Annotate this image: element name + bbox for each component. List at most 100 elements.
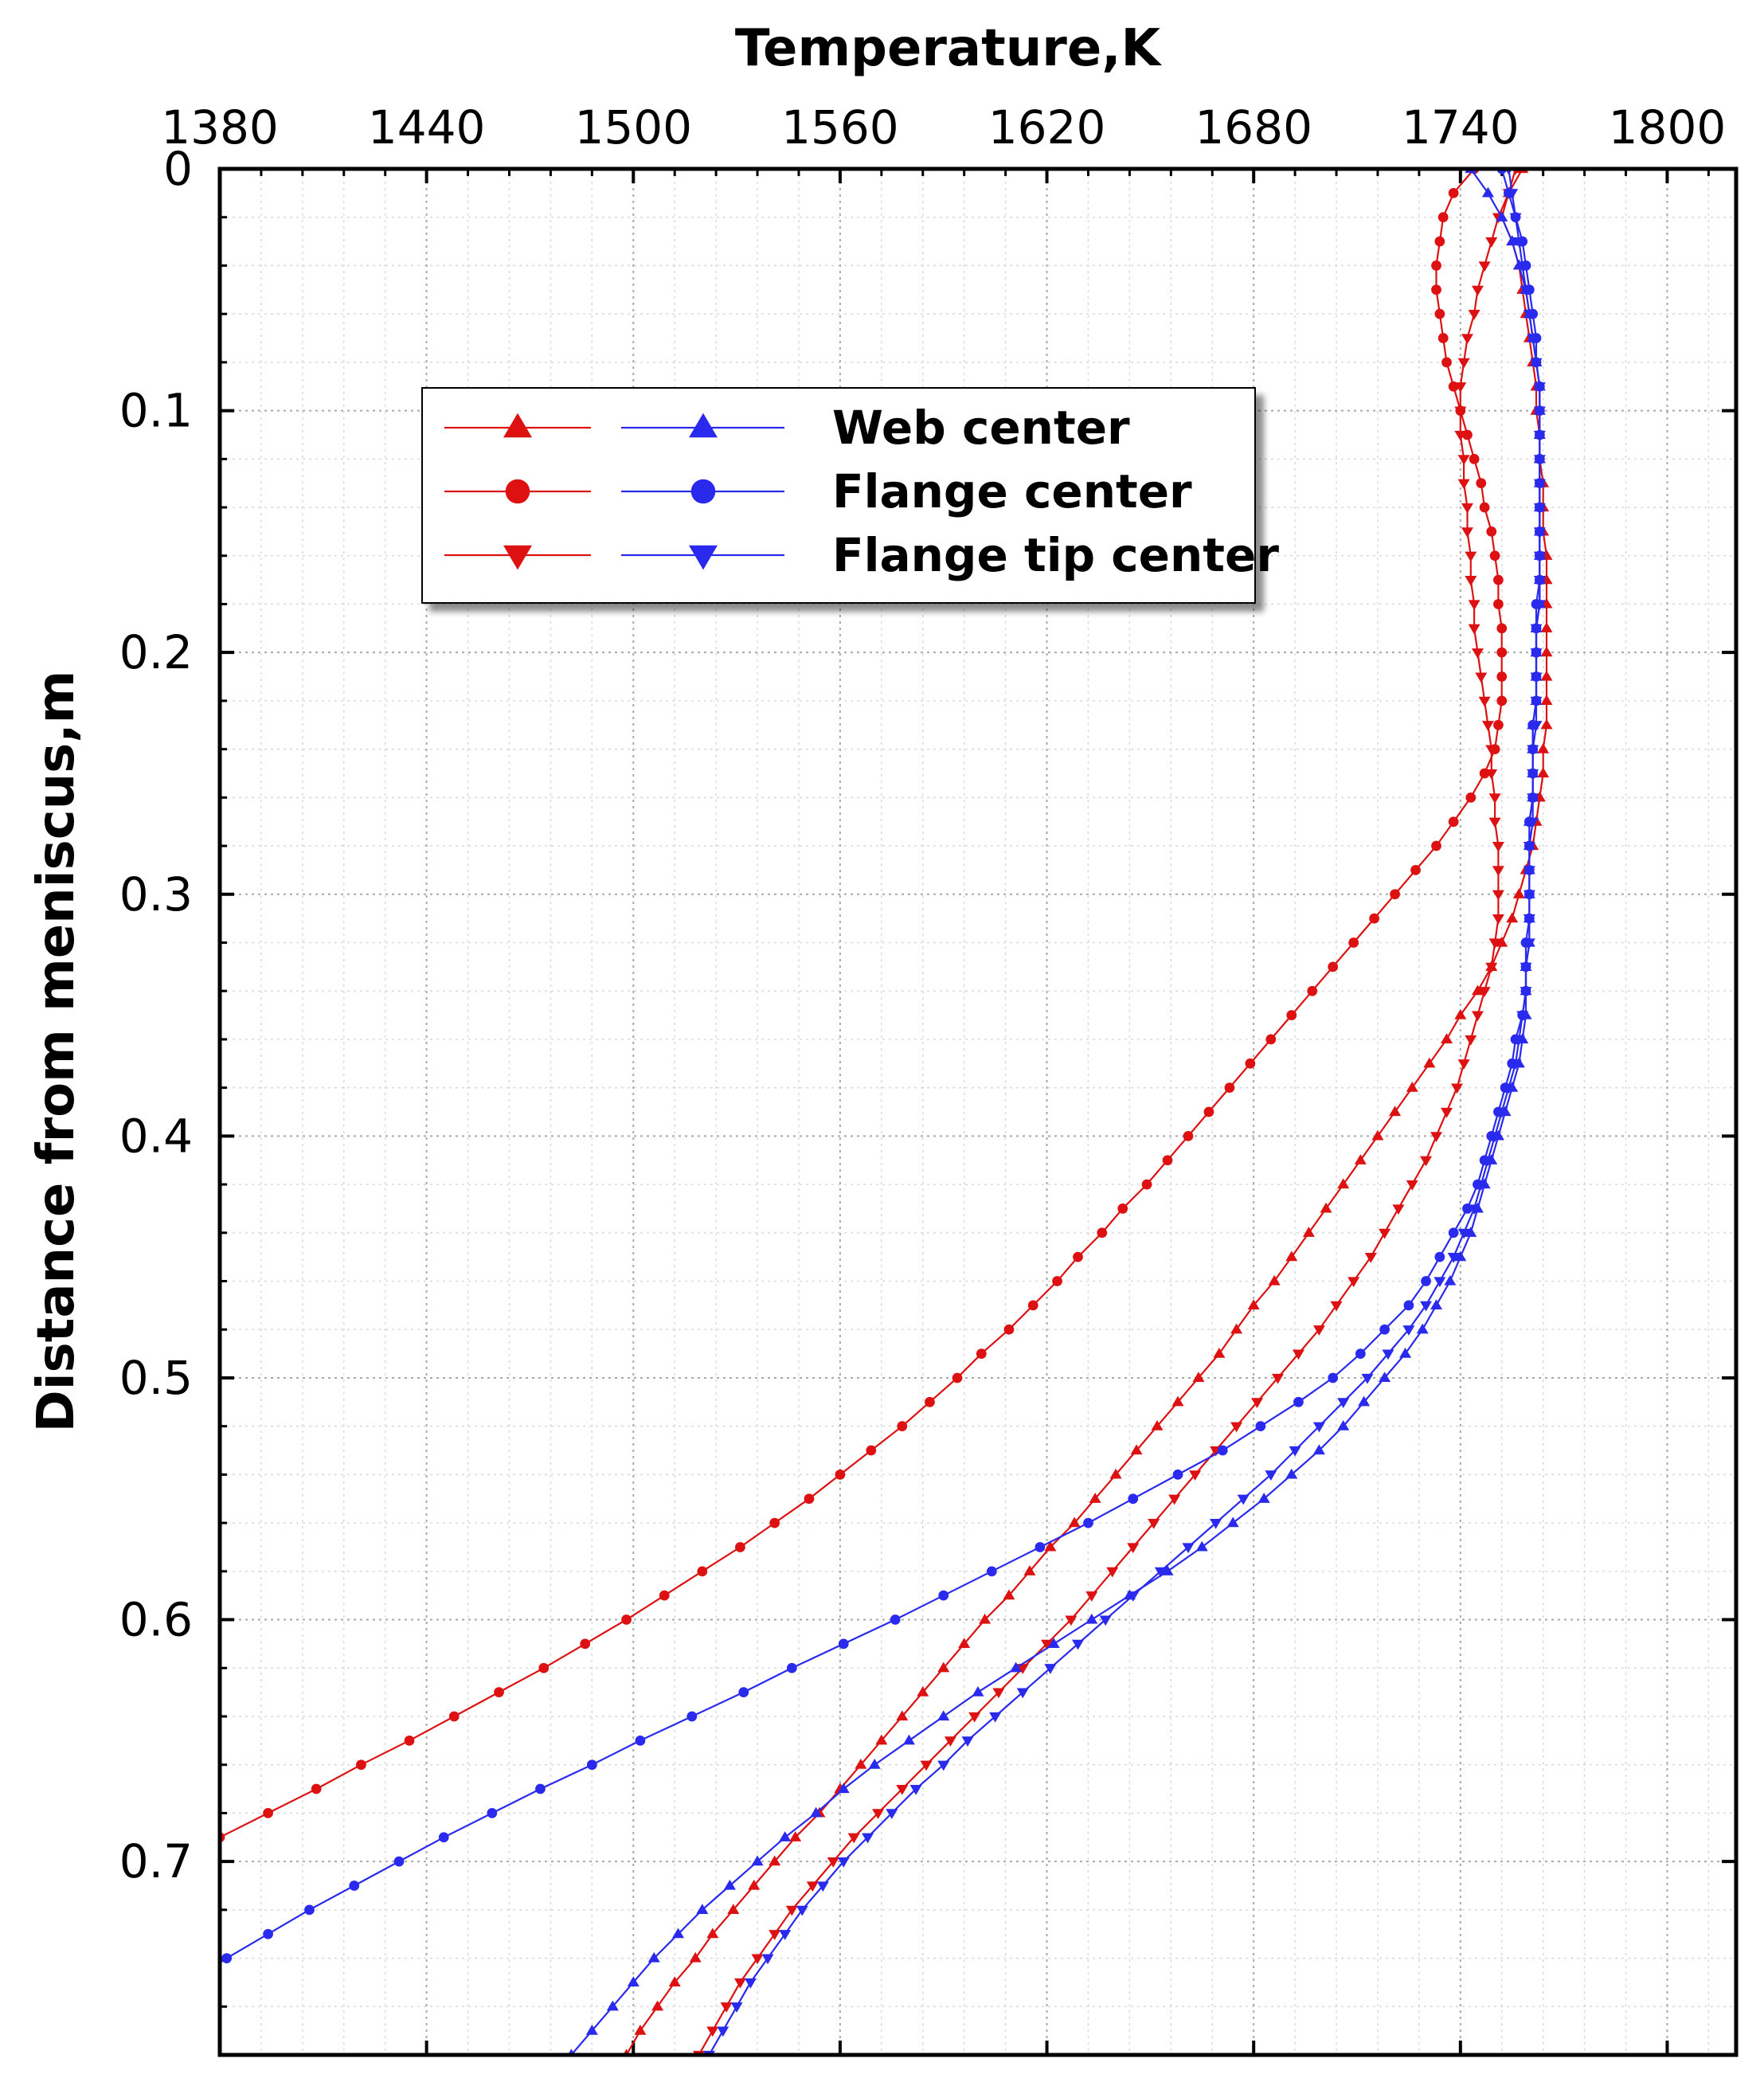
data-point xyxy=(1420,1156,1433,1167)
data-point xyxy=(634,2024,647,2035)
data-point xyxy=(837,1857,850,1868)
data-point xyxy=(925,1396,935,1407)
data-point xyxy=(1540,718,1553,730)
data-point xyxy=(1099,1615,1112,1626)
data-point xyxy=(635,1735,646,1746)
data-point xyxy=(1512,1035,1525,1046)
data-point xyxy=(1128,1493,1139,1505)
data-point xyxy=(1044,1540,1057,1552)
data-point xyxy=(1392,1204,1405,1215)
data-point xyxy=(1520,987,1532,997)
data-point xyxy=(1527,745,1539,756)
data-point xyxy=(1285,1250,1298,1262)
y-tick-label: 0.7 xyxy=(119,1834,193,1888)
data-point xyxy=(1364,1253,1377,1263)
data-point xyxy=(1182,1543,1195,1554)
data-point xyxy=(1457,1059,1470,1070)
data-point xyxy=(647,1951,660,1963)
data-point xyxy=(992,1688,1005,1699)
data-point xyxy=(1237,1494,1250,1505)
data-point xyxy=(80,1904,91,1915)
legend-marker-blue-triangle-down xyxy=(689,545,718,570)
data-point xyxy=(1488,938,1501,949)
data-point xyxy=(1540,622,1553,632)
data-point xyxy=(1461,334,1473,345)
data-point xyxy=(1468,310,1480,320)
data-point xyxy=(847,1833,860,1844)
data-point xyxy=(1488,817,1501,828)
data-point xyxy=(1471,648,1484,659)
legend-label: Web center xyxy=(832,401,1130,455)
data-point xyxy=(1434,1251,1445,1262)
data-point xyxy=(1444,1274,1457,1286)
data-point xyxy=(1493,599,1504,609)
data-point xyxy=(1468,1204,1480,1215)
data-point xyxy=(1430,1299,1443,1309)
data-point xyxy=(862,1833,874,1844)
data-point xyxy=(1337,1178,1350,1189)
data-point xyxy=(1433,1277,1446,1288)
data-point xyxy=(1492,890,1504,901)
data-point xyxy=(1148,1519,1160,1529)
data-point xyxy=(1085,1591,1098,1602)
data-point xyxy=(897,1421,908,1432)
data-point xyxy=(1371,1129,1384,1141)
data-point xyxy=(1454,1250,1467,1262)
data-point xyxy=(989,1712,1002,1723)
data-point xyxy=(1437,333,1449,343)
data-point xyxy=(979,1613,992,1624)
data-point xyxy=(810,1806,823,1818)
y-tick-label: 0.2 xyxy=(119,625,193,679)
data-point xyxy=(1168,1494,1181,1505)
x-tick-label: 1560 xyxy=(781,100,899,155)
data-point xyxy=(1071,1639,1084,1650)
data-point xyxy=(1354,1154,1367,1164)
data-point xyxy=(1509,213,1522,224)
data-point xyxy=(1454,430,1467,441)
data-point xyxy=(779,1930,792,1940)
data-point xyxy=(1537,742,1550,753)
data-point xyxy=(689,1951,702,1963)
data-point xyxy=(1478,987,1491,997)
data-point xyxy=(1035,1542,1046,1552)
data-point xyxy=(1154,1567,1167,1578)
data-point xyxy=(1527,817,1539,828)
data-point xyxy=(1347,1277,1360,1288)
data-point xyxy=(1406,1081,1418,1092)
data-point xyxy=(896,1784,909,1795)
data-point xyxy=(1512,237,1525,248)
data-point xyxy=(785,1905,798,1916)
data-point xyxy=(1213,1347,1226,1358)
data-point xyxy=(1441,1033,1453,1044)
data-point xyxy=(1330,1301,1343,1312)
legend-marker-blue-circle xyxy=(690,479,716,504)
data-point xyxy=(720,2002,733,2013)
data-point xyxy=(1481,1156,1494,1167)
data-point xyxy=(1520,962,1532,973)
data-point xyxy=(1369,913,1380,924)
y-tick-label: 0.4 xyxy=(119,1109,193,1163)
legend-marker-blue-triangle-up xyxy=(689,413,718,438)
data-point xyxy=(1337,1398,1350,1408)
data-point xyxy=(1390,889,1400,900)
data-point xyxy=(1509,1059,1522,1070)
data-point xyxy=(738,1687,749,1697)
data-point xyxy=(585,2024,598,2035)
data-point xyxy=(1506,189,1519,200)
data-point xyxy=(1540,695,1553,705)
data-point xyxy=(1085,1613,1098,1624)
data-point xyxy=(1230,1422,1243,1433)
data-point xyxy=(1052,1276,1062,1286)
y-axis-title: Distance from meniscus,m xyxy=(27,671,86,1433)
data-point xyxy=(1530,624,1543,635)
data-point xyxy=(855,1759,867,1769)
data-point xyxy=(1068,1516,1081,1528)
data-point xyxy=(1533,406,1546,417)
data-point xyxy=(1485,962,1498,973)
data-point xyxy=(1530,696,1543,707)
data-point xyxy=(651,2000,664,2011)
data-point xyxy=(1523,310,1535,320)
data-point xyxy=(1203,1106,1214,1117)
data-point xyxy=(748,1879,761,1890)
y-tick-label: 0.1 xyxy=(119,384,193,438)
